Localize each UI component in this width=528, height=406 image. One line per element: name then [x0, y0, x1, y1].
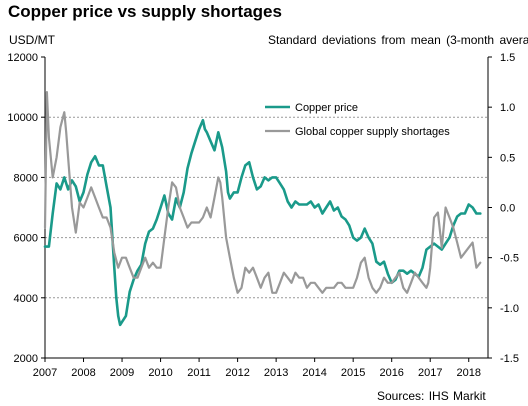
series [43, 90, 482, 327]
right-tick-label: 0.5 [500, 152, 515, 164]
gridlines [45, 116, 488, 299]
left-tick-label: 8000 [14, 172, 38, 184]
copper-price-line [43, 118, 482, 327]
left-tick-label: 10000 [7, 112, 38, 124]
legend-label-copper-price: Copper price [295, 102, 358, 114]
left-tick-label: 12000 [7, 52, 38, 64]
right-tick-label: 0.0 [500, 203, 515, 215]
right-tick-label: -1.0 [500, 303, 519, 315]
x-tick-label: 2014 [302, 367, 326, 379]
left-axis-label: USD/MT [9, 33, 55, 47]
left-tick-label: 4000 [14, 293, 38, 305]
supply-shortages-line [43, 90, 482, 294]
axes: 2000 4000 6000 8000 10000 12000 -1.5 -1.0 -0.5 0.… [7, 52, 519, 379]
x-tick-label: 2015 [341, 367, 365, 379]
x-tick-label: 2018 [456, 367, 480, 379]
x-tick-label: 2009 [110, 367, 134, 379]
x-tick-label: 2013 [264, 367, 288, 379]
chart-title: Copper price vs supply shortages [8, 2, 282, 21]
right-tick-label: -0.5 [500, 253, 519, 265]
legend: Copper price Global copper supply shortag… [265, 102, 450, 138]
x-tick-label: 2011 [187, 367, 211, 379]
right-axis-label: Standard deviations from mean (3-month a… [268, 33, 528, 47]
right-tick-label: 1.0 [500, 102, 515, 114]
x-tick-label: 2016 [379, 367, 403, 379]
right-tick-label: -1.5 [500, 353, 519, 365]
left-tick-label: 2000 [14, 353, 38, 365]
x-tick-label: 2017 [418, 367, 442, 379]
x-tick-label: 2008 [71, 367, 95, 379]
x-tick-label: 2007 [33, 367, 57, 379]
legend-label-supply-shortages: Global copper supply shortages [295, 126, 450, 138]
right-tick-label: 1.5 [500, 52, 515, 64]
left-tick-label: 6000 [14, 233, 38, 245]
x-tick-label: 2012 [225, 367, 249, 379]
source-note: Sources: IHS Markit [377, 389, 486, 403]
x-tick-label: 2010 [148, 367, 172, 379]
